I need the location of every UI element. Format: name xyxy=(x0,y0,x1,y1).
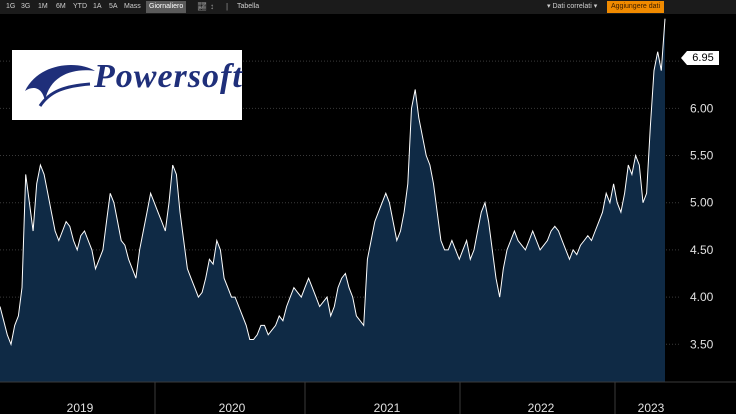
last-price-label: 6.95 xyxy=(681,51,719,65)
dual-axis-icon[interactable]: ↕ xyxy=(210,2,214,11)
range-max-button[interactable]: Mass xyxy=(124,3,141,10)
price-line xyxy=(0,18,666,347)
x-tick-label: 2021 xyxy=(374,401,401,414)
add-data-button[interactable]: Aggiungere dati xyxy=(607,1,665,13)
range-1g-button[interactable]: 1G xyxy=(6,3,16,10)
table-button[interactable]: Tabella xyxy=(237,3,260,10)
y-tick-label: 3.50 xyxy=(690,337,714,351)
range-1m-button[interactable]: 1M xyxy=(38,3,48,10)
powersoft-swoosh-icon xyxy=(25,65,95,107)
y-tick-label: 4.50 xyxy=(690,243,714,257)
y-tick-label: 5.00 xyxy=(690,196,714,210)
company-logo: Powersoft xyxy=(12,50,242,120)
range-ytd-button[interactable]: YTD xyxy=(73,3,87,10)
y-axis: 3.504.004.505.005.506.006.50 xyxy=(690,54,714,351)
chart-toolbar: 1G 3G 1M 6M YTD 1A 5A Mass Giornaliero 📈… xyxy=(0,0,736,14)
y-tick-label: 4.00 xyxy=(690,290,714,304)
x-axis: 2019 2020 2021 2022 2023 xyxy=(0,381,736,414)
x-tick-label: 2019 xyxy=(67,401,94,414)
correlated-data-label: Dati correlati xyxy=(552,3,592,10)
range-1a-button[interactable]: 1A xyxy=(93,3,102,10)
logo-text: Powersoft xyxy=(94,58,243,95)
range-3g-button[interactable]: 3G xyxy=(21,3,31,10)
frequency-dropdown[interactable]: Giornaliero xyxy=(146,1,187,13)
x-tick-label: 2022 xyxy=(528,401,555,414)
line-chart-icon[interactable]: 📈︎ xyxy=(197,2,208,11)
range-5a-button[interactable]: 5A xyxy=(109,3,118,10)
x-tick-label: 2020 xyxy=(219,401,246,414)
y-tick-label: 6.00 xyxy=(690,101,714,115)
correlated-data-button[interactable]: ▾ Dati correlati ▾ xyxy=(547,3,598,10)
x-tick-label: 2023 xyxy=(638,401,665,414)
range-6m-button[interactable]: 6M xyxy=(56,3,66,10)
divider-icon: | xyxy=(226,2,229,11)
y-tick-label: 5.50 xyxy=(690,149,714,163)
price-area xyxy=(0,18,665,382)
